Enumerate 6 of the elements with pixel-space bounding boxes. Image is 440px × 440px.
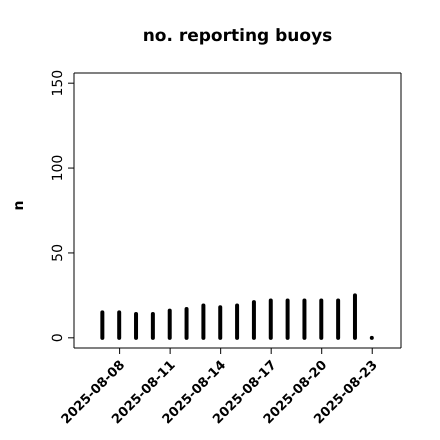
- y-tick-label: 0: [50, 333, 66, 342]
- chart-title: no. reporting buoys: [142, 26, 334, 46]
- y-tick-label: 150: [50, 70, 66, 97]
- y-axis-title: n: [10, 200, 27, 210]
- y-tick-label: 50: [50, 244, 66, 262]
- y-tick-label: 100: [50, 154, 66, 182]
